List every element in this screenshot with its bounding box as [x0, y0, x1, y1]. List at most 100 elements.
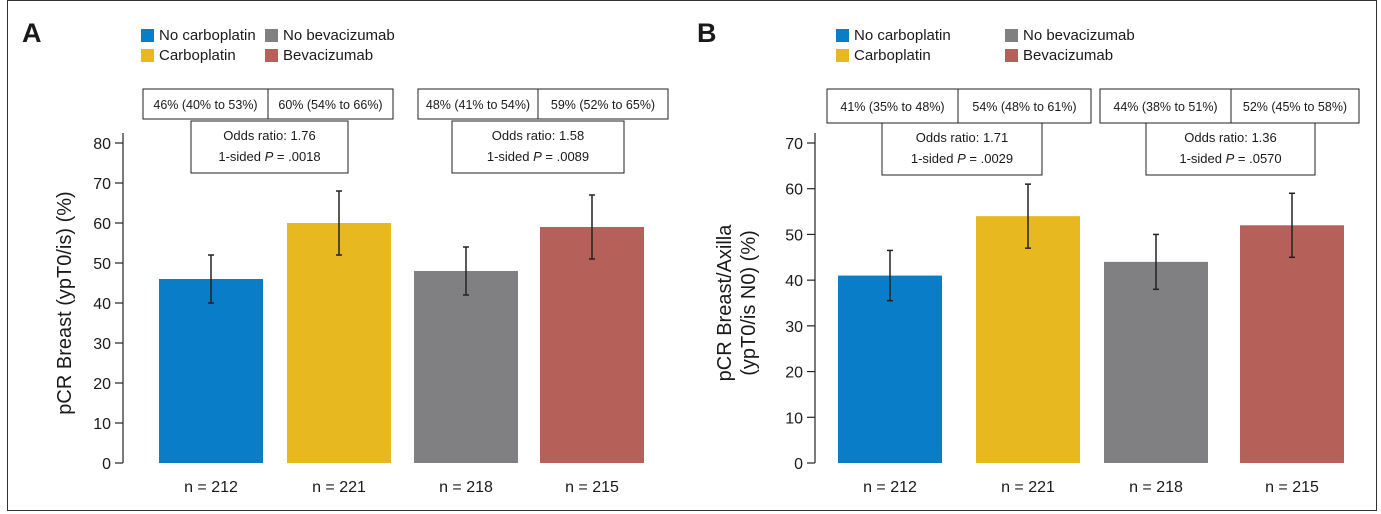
bar: [159, 279, 263, 463]
p-value-number: = .0018: [273, 149, 320, 164]
p-value-symbol: P: [265, 149, 274, 164]
value-label-box: [267, 88, 394, 120]
legend-swatch: [836, 49, 849, 62]
y-tick-label: 50: [93, 256, 111, 273]
p-value-label: 1-sided P = .0089: [487, 149, 589, 164]
legend-label: No bevacizumab: [1023, 27, 1135, 44]
value-label: 59% (52% to 65%): [551, 98, 655, 112]
p-value-number: = .0029: [966, 151, 1013, 166]
legend-swatch: [1005, 29, 1018, 42]
y-tick-label: 20: [93, 376, 111, 393]
category-label: n = 215: [1265, 479, 1319, 496]
odds-ratio-box: [881, 122, 1043, 176]
legend: No carboplatin No bevacizumab Carboplatin B…: [836, 27, 1135, 64]
odds-ratio-label: Odds ratio: 1.76: [223, 128, 316, 143]
legend-label: Carboplatin: [159, 47, 236, 64]
legend-swatch: [265, 49, 278, 62]
odds-ratio-box: [451, 120, 625, 174]
legend-label: Carboplatin: [854, 47, 931, 64]
y-tick-label: 70: [785, 136, 803, 153]
bar: [287, 223, 391, 463]
y-axis-label-line: pCR Breast/Axilla: [714, 224, 736, 382]
y-tick-label: 40: [93, 296, 111, 313]
category-label: n = 212: [184, 479, 238, 496]
p-value-number: = .0570: [1234, 151, 1281, 166]
panel-letter: B: [697, 18, 717, 48]
value-label-box: [957, 88, 1092, 124]
legend-label: Bevacizumab: [1023, 47, 1113, 64]
legend-swatch: [141, 49, 154, 62]
figure-frame: [7, 0, 1377, 511]
value-label: 46% (40% to 53%): [153, 98, 257, 112]
category-label: n = 212: [863, 479, 917, 496]
y-tick-label: 0: [102, 456, 111, 473]
legend-label: Bevacizumab: [283, 47, 373, 64]
p-value-symbol: P: [533, 149, 542, 164]
y-tick-label: 80: [93, 136, 111, 153]
y-tick-label: 0: [794, 456, 803, 473]
odds-ratio-box: [190, 120, 349, 174]
category-label: n = 218: [1129, 479, 1183, 496]
panel-letter: A: [22, 18, 42, 48]
bar: [838, 275, 942, 463]
legend-label: No carboplatin: [854, 27, 951, 44]
y-tick-label: 20: [785, 365, 803, 382]
y-tick-label: 30: [785, 319, 803, 336]
p-value-symbol: P: [1226, 151, 1235, 166]
p-value-symbol: P: [957, 151, 966, 166]
y-tick-label: 10: [93, 416, 111, 433]
category-label: n = 221: [1001, 479, 1055, 496]
y-axis-label-line: (ypT0/is N0) (%): [738, 230, 760, 376]
p-value-prefix: 1-sided: [218, 149, 264, 164]
odds-ratio-label: Odds ratio: 1.71: [916, 130, 1009, 145]
y-axis-label: pCR Breast (ypT0/is) (%): [54, 191, 76, 414]
value-label: 54% (48% to 61%): [972, 100, 1076, 114]
value-label-box: [142, 88, 269, 120]
value-label: 48% (41% to 54%): [426, 98, 530, 112]
odds-ratio-box: [1145, 122, 1316, 176]
p-value-label: 1-sided P = .0570: [1179, 151, 1281, 166]
bar: [414, 271, 518, 463]
odds-ratio-label: Odds ratio: 1.36: [1184, 130, 1277, 145]
bar: [976, 216, 1080, 463]
legend-swatch: [836, 29, 849, 42]
p-value-number: = .0089: [542, 149, 589, 164]
legend-swatch: [141, 29, 154, 42]
y-tick-label: 50: [785, 227, 803, 244]
y-tick-label: 40: [785, 273, 803, 290]
y-tick-label: 70: [93, 176, 111, 193]
value-label-box: [537, 88, 669, 120]
y-tick-label: 60: [785, 182, 803, 199]
y-tick-label: 30: [93, 336, 111, 353]
legend-label: No carboplatin: [159, 27, 256, 44]
value-label: 44% (38% to 51%): [1113, 100, 1217, 114]
value-label: 60% (54% to 66%): [278, 98, 382, 112]
p-value-label: 1-sided P = .0029: [911, 151, 1013, 166]
category-label: n = 218: [439, 479, 493, 496]
value-label: 52% (45% to 58%): [1243, 100, 1347, 114]
value-label-box: [1099, 88, 1232, 124]
odds-ratio-label: Odds ratio: 1.58: [492, 128, 585, 143]
category-label: n = 221: [312, 479, 366, 496]
bar: [1104, 261, 1208, 463]
legend-label: No bevacizumab: [283, 27, 395, 44]
p-value-prefix: 1-sided: [1179, 151, 1225, 166]
value-label: 41% (35% to 48%): [840, 100, 944, 114]
panel-b: B No carboplatin No bevacizumab Carboplatin…: [697, 18, 1360, 496]
y-tick-label: 60: [93, 216, 111, 233]
panel-a: A No carboplatin No bevacizumab Carboplatin…: [22, 18, 669, 496]
bar: [540, 227, 644, 463]
legend: No carboplatin No bevacizumab Carboplatin B…: [141, 27, 395, 64]
p-value-prefix: 1-sided: [911, 151, 957, 166]
legend-swatch: [1005, 49, 1018, 62]
y-axis-label: pCR Breast/Axilla (ypT0/is N0) (%): [714, 224, 760, 382]
legend-swatch: [265, 29, 278, 42]
category-label: n = 215: [565, 479, 619, 496]
p-value-label: 1-sided P = .0018: [218, 149, 320, 164]
bar: [1240, 225, 1344, 463]
p-value-prefix: 1-sided: [487, 149, 533, 164]
value-label-box: [417, 88, 539, 120]
y-tick-label: 10: [785, 410, 803, 427]
